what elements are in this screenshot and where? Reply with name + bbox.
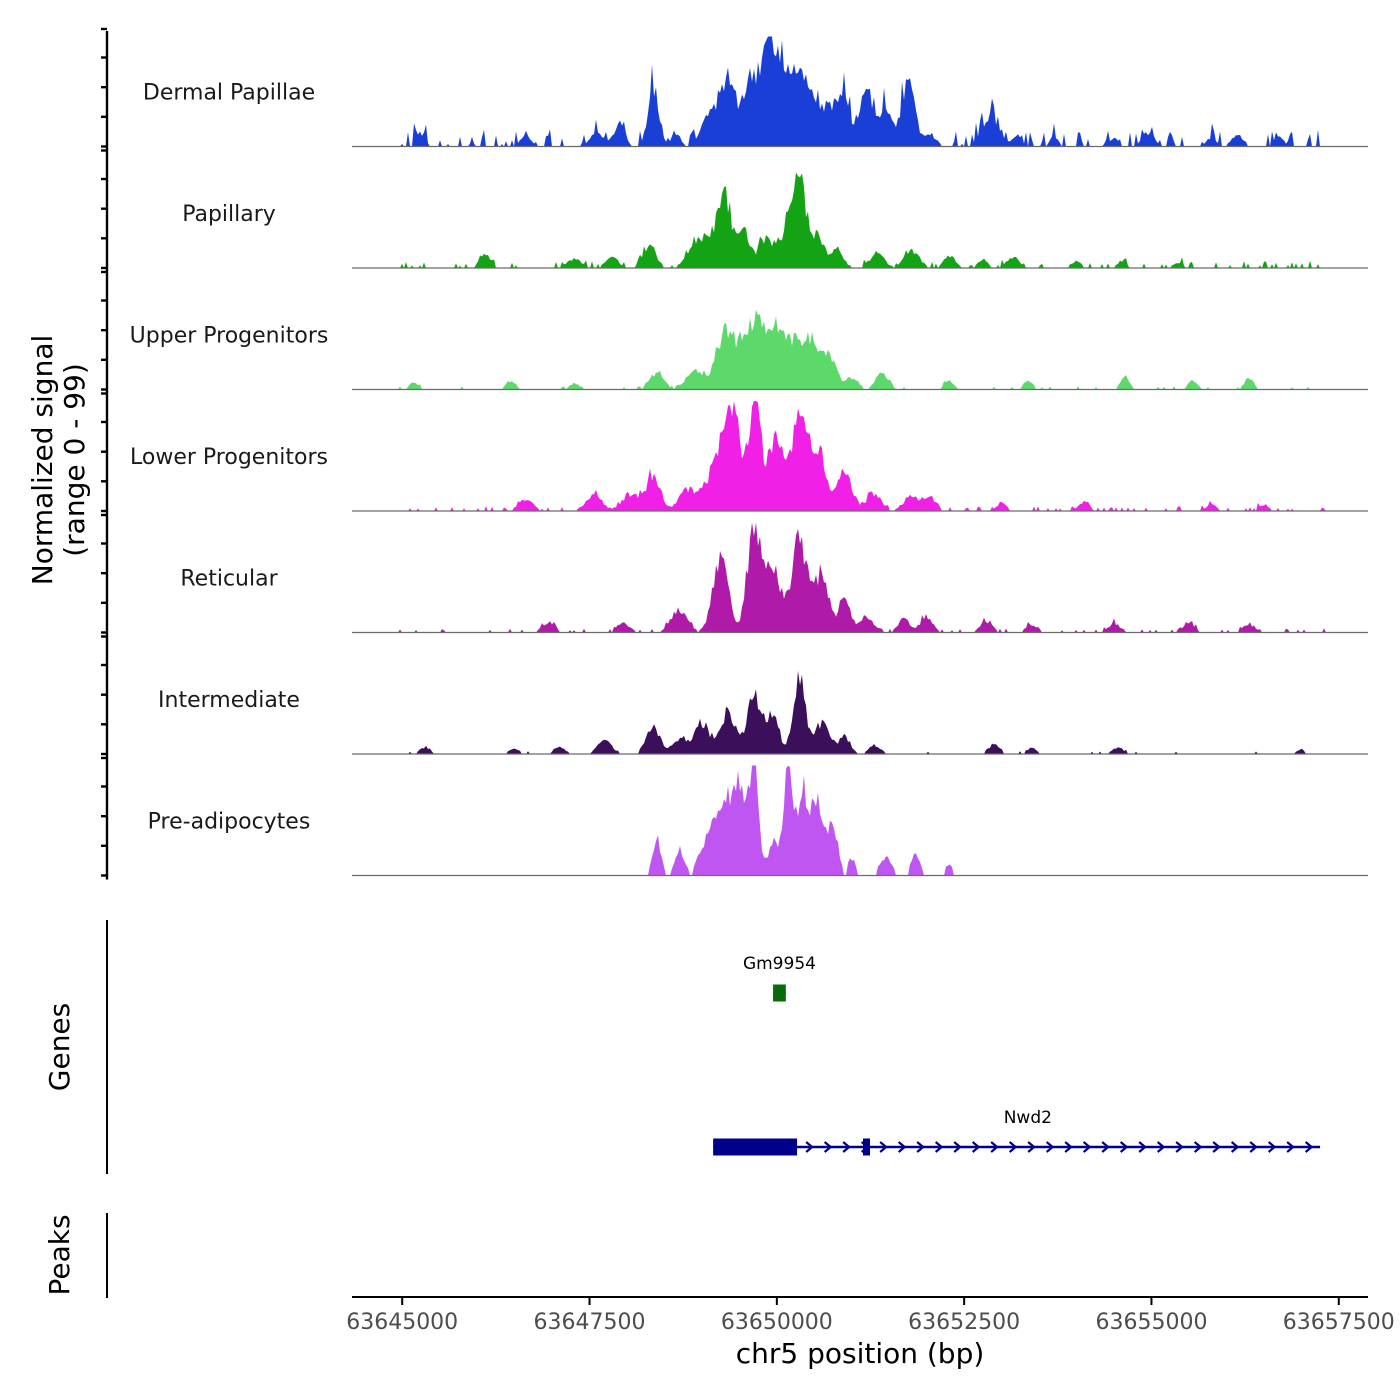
gene-exon xyxy=(773,984,786,1002)
strand-arrow xyxy=(1286,1141,1295,1153)
track-reticular: Reticular xyxy=(180,522,1368,634)
signal-area xyxy=(352,309,1368,390)
gene-exon xyxy=(862,1138,870,1156)
peaks-panel-label: Peaks xyxy=(43,1214,76,1295)
strand-arrow xyxy=(1156,1141,1166,1153)
strand-arrow xyxy=(823,1141,833,1153)
strand-arrow xyxy=(971,1141,981,1153)
strand-arrow xyxy=(1101,1141,1110,1153)
genes-panel-label: Genes xyxy=(43,1003,76,1091)
y-axis-label-range: (range 0 - 99) xyxy=(58,363,91,557)
coverage-tracks: Dermal Papillae Papillary Upper Progenitor… xyxy=(130,36,1368,877)
x-tick-label: 63657500 xyxy=(1283,1310,1395,1335)
strand-arrow xyxy=(1230,1141,1240,1153)
signal-area xyxy=(352,401,1368,511)
x-axis-label: chr5 position (bp) xyxy=(736,1337,985,1370)
strand-arrow xyxy=(916,1141,925,1153)
gene-exon xyxy=(713,1138,798,1156)
signal-area xyxy=(352,670,1368,754)
track-lower-progenitors: Lower Progenitors xyxy=(130,401,1368,512)
gene-nwd2: Nwd2 xyxy=(712,1108,1321,1156)
strand-arrow xyxy=(1008,1141,1018,1153)
track-papillary: Papillary xyxy=(182,172,1368,269)
x-tick-label: 63655000 xyxy=(1095,1310,1207,1335)
strand-arrow xyxy=(1212,1141,1221,1153)
track-label: Intermediate xyxy=(158,688,300,713)
strand-arrow xyxy=(953,1141,962,1153)
x-tick-label: 63647500 xyxy=(534,1310,646,1335)
x-axis: 63645000 63647500 63650000 63652500 63655000… xyxy=(346,1297,1395,1335)
strand-arrow xyxy=(1175,1141,1184,1153)
strand-arrow xyxy=(1082,1141,1092,1153)
x-tick-label: 63650000 xyxy=(721,1310,833,1335)
track-label: Pre-adipocytes xyxy=(148,810,311,835)
signal-y-axis xyxy=(101,27,109,880)
y-axis-label: Normalized signal xyxy=(26,335,59,586)
strand-arrow xyxy=(842,1141,851,1153)
track-label: Upper Progenitors xyxy=(130,324,329,349)
gene-label: Nwd2 xyxy=(1004,1108,1052,1128)
signal-area xyxy=(352,765,1368,876)
strand-arrow xyxy=(897,1141,907,1153)
strand-arrow xyxy=(1064,1141,1073,1153)
strand-arrow xyxy=(1027,1141,1036,1153)
gene-label: Gm9954 xyxy=(743,954,816,974)
strand-arrow xyxy=(805,1141,814,1153)
strand-arrow xyxy=(934,1141,944,1153)
track-pre-adipocytes: Pre-adipocytes xyxy=(148,765,1368,877)
track-upper-progenitors: Upper Progenitors xyxy=(130,309,1368,391)
track-label: Reticular xyxy=(180,567,278,592)
track-intermediate: Intermediate xyxy=(158,670,1368,755)
strand-arrow xyxy=(1045,1141,1055,1153)
strand-arrow xyxy=(1138,1141,1147,1153)
strand-arrow xyxy=(1119,1141,1129,1153)
strand-arrow xyxy=(1249,1141,1258,1153)
gene-gm9954: Gm9954 xyxy=(743,954,816,1002)
x-tick-label: 63652500 xyxy=(908,1310,1020,1335)
strand-arrow xyxy=(990,1141,999,1153)
strand-arrow xyxy=(1304,1141,1314,1153)
signal-area xyxy=(352,36,1368,147)
track-label: Lower Progenitors xyxy=(130,445,328,470)
track-label: Dermal Papillae xyxy=(143,81,315,106)
strand-arrow xyxy=(1193,1141,1203,1153)
strand-arrow xyxy=(1267,1141,1277,1153)
strand-arrow xyxy=(879,1141,888,1153)
track-label: Papillary xyxy=(182,202,276,227)
track-dermal-papillae: Dermal Papillae xyxy=(143,36,1368,148)
signal-area xyxy=(352,172,1368,268)
gene-annotation-track: Gm9954 Nwd2 xyxy=(712,954,1321,1156)
x-tick-label: 63645000 xyxy=(346,1310,458,1335)
signal-area xyxy=(352,522,1368,633)
